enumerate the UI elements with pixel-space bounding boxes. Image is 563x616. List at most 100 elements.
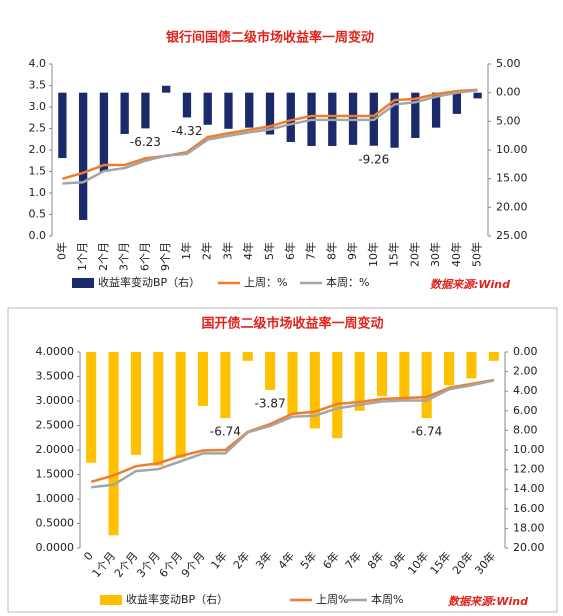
bar [488, 352, 499, 361]
y2-tick-label: 2.00 [513, 365, 538, 378]
y2-tick-label: 15.00 [496, 172, 528, 185]
y2-tick-label: 5.00 [496, 114, 521, 127]
bar [141, 92, 150, 129]
x-tick-label: 2年 [230, 549, 252, 572]
x-tick-label: 1个月 [90, 550, 119, 581]
y-tick-label: 4.0 [29, 57, 47, 70]
x-tick-label: 4年 [275, 549, 297, 572]
x-tick-label: 4年 [241, 242, 255, 260]
y2-tick-label: 18.00 [513, 521, 545, 534]
x-tick-label: 1年 [179, 242, 193, 260]
y-tick-label: 1.5 [29, 165, 47, 178]
y-tick-label: 1.5000 [36, 468, 75, 481]
x-tick-label: 1个月 [76, 242, 89, 271]
x-tick-label: 0 [81, 550, 95, 564]
chart-frame [7, 307, 558, 613]
x-tick-label: 7年 [304, 242, 318, 260]
bar [287, 352, 298, 415]
bar [182, 92, 192, 118]
bar [197, 352, 209, 406]
data-label: -3.87 [255, 396, 286, 410]
bar [399, 352, 410, 401]
y2-tick-label: 10.00 [496, 143, 528, 156]
legend-swatch [72, 278, 94, 288]
x-tick-label: 7年 [342, 549, 364, 572]
y-tick-label: 3.5000 [36, 370, 75, 383]
bar [286, 92, 295, 142]
y2-tick-label: 25.00 [496, 229, 528, 242]
bar [130, 352, 141, 455]
bar [220, 352, 231, 419]
y2-tick-label: 20.00 [513, 541, 545, 554]
legend-label: 上周：% [244, 276, 287, 289]
line [62, 88, 478, 185]
x-tick-label: 10年 [405, 549, 432, 577]
y-tick-label: 0.5 [29, 208, 47, 221]
bar [86, 352, 97, 463]
y-tick-label: 2.5 [29, 122, 47, 135]
bar [58, 92, 67, 159]
y2-tick-label: 16.00 [513, 502, 545, 515]
y2-tick-label: 12.00 [513, 463, 545, 476]
x-tick-label: 40年 [449, 242, 463, 267]
bar [153, 352, 164, 466]
bar [242, 352, 253, 361]
x-tick-label: 9个月 [179, 550, 208, 581]
x-tick-label: 20年 [449, 549, 476, 577]
bar [309, 352, 320, 429]
bar [431, 92, 441, 128]
x-tick-label: 15年 [427, 549, 454, 577]
bar [224, 92, 233, 129]
legend-label: 收益率变动BP（右） [98, 275, 200, 289]
bar [473, 92, 482, 99]
x-tick-label: 1年 [208, 549, 230, 572]
legend-label: 本周% [371, 592, 403, 606]
bar [354, 352, 365, 411]
data-label: -6.74 [210, 425, 241, 439]
legend-label: 收益率变动BP（右） [126, 592, 228, 606]
y2-tick-label: 4.00 [513, 384, 538, 397]
y-tick-label: 3.0 [29, 100, 47, 113]
x-tick-label: 3个月 [134, 550, 163, 581]
x-tick-label: 9个月 [159, 242, 172, 271]
line [90, 378, 495, 484]
bar [332, 352, 343, 439]
y-tick-label: 0.0 [29, 229, 47, 242]
bar [265, 352, 276, 390]
y-tick-label: 2.5000 [36, 419, 75, 432]
y-tick-label: 1.0000 [36, 492, 75, 505]
y2-tick-label: 0.00 [496, 86, 521, 99]
y2-tick-label: 10.00 [513, 443, 545, 456]
x-tick-label: 30年 [472, 549, 499, 577]
x-tick-label: 2个月 [97, 242, 110, 271]
bar [203, 92, 212, 125]
x-tick-label: 2个月 [112, 550, 141, 581]
line [62, 88, 478, 181]
y-tick-label: 0.5000 [36, 517, 75, 530]
x-tick-label: 0年 [54, 242, 68, 260]
line [91, 379, 495, 489]
source-note: 数据来源:Wind [448, 595, 528, 608]
x-tick-label: 10年 [366, 242, 380, 267]
chart-title: 国开债二级市场收益率一周变动 [201, 316, 383, 332]
x-tick-label: 30年 [428, 242, 442, 267]
bar [466, 352, 477, 379]
data-label: -4.32 [171, 124, 202, 138]
bar [444, 352, 455, 386]
bar [421, 352, 432, 419]
x-tick-label: 3年 [252, 549, 274, 572]
chart-title: 银行间国债二级市场收益率一周变动 [166, 30, 374, 46]
bar [120, 92, 129, 134]
y2-tick-label: 14.00 [513, 482, 545, 495]
x-tick-label: 8年 [324, 242, 338, 260]
data-label: -9.26 [358, 152, 389, 166]
y-tick-label: 3.5 [29, 79, 47, 92]
x-tick-label: 3年 [220, 242, 234, 260]
data-label: -6.74 [411, 425, 442, 439]
x-tick-label: 2年 [200, 242, 214, 260]
x-tick-label: 50年 [470, 242, 484, 267]
x-tick-label: 20年 [407, 242, 421, 267]
bar [452, 92, 462, 114]
bar [78, 92, 88, 220]
